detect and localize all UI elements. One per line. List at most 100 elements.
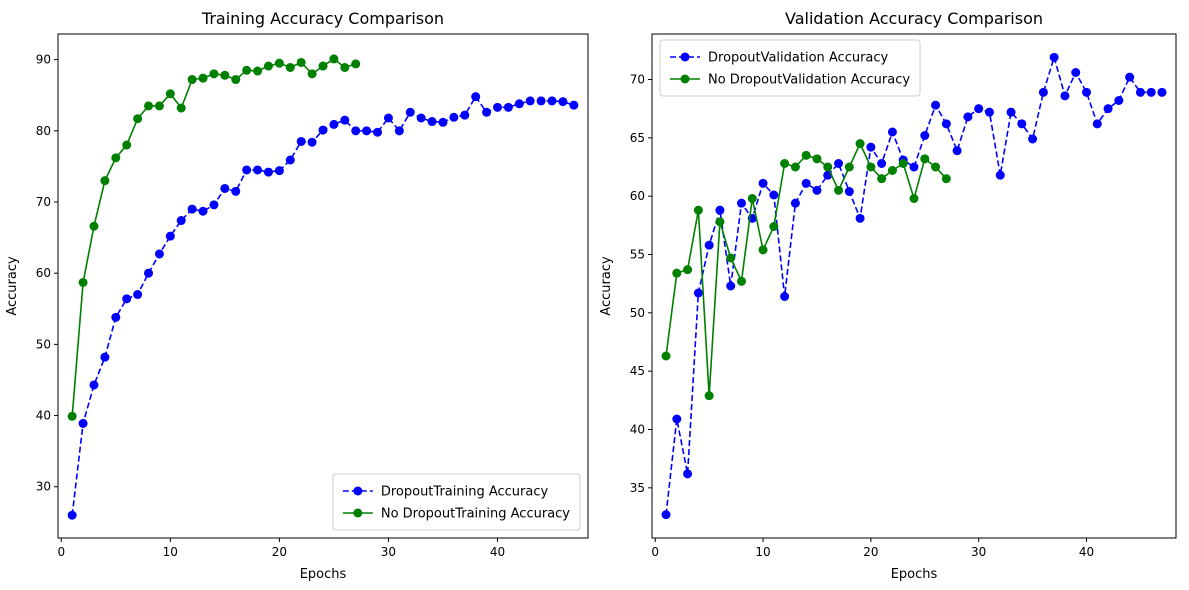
series-no-dropout	[661, 139, 951, 401]
data-point	[909, 194, 919, 203]
data-point	[78, 277, 88, 287]
data-point	[482, 107, 492, 117]
data-point	[569, 100, 579, 110]
data-point	[122, 140, 132, 150]
axes-frame	[651, 33, 1177, 539]
y-tick-label: 65	[630, 131, 645, 145]
x-tick-label: 20	[863, 545, 878, 559]
data-point	[198, 73, 208, 83]
data-point	[801, 178, 811, 188]
data-point	[769, 222, 779, 231]
data-point	[887, 127, 897, 137]
legend-box	[332, 473, 581, 531]
data-point	[1038, 87, 1048, 97]
x-axis-ticks: 0 10 20 30 40	[651, 538, 1094, 559]
data-point	[1103, 104, 1113, 114]
axes-frame	[57, 33, 589, 539]
y-tick-label: 40	[630, 423, 645, 437]
data-point	[263, 61, 273, 71]
data-point	[790, 198, 800, 208]
data-point	[187, 204, 197, 214]
y-tick-label: 60	[630, 189, 645, 203]
legend-marker-dropout	[680, 52, 690, 62]
data-point	[747, 194, 757, 203]
data-point	[931, 162, 941, 172]
data-point	[1082, 87, 1092, 97]
data-point	[296, 136, 306, 146]
data-point	[373, 127, 383, 137]
data-point	[285, 155, 295, 165]
data-point	[834, 159, 844, 168]
training-accuracy-panel: Training Accuracy Comparison Epochs Accu…	[5, 9, 589, 582]
data-point	[340, 115, 350, 125]
y-tick-label: 60	[36, 266, 51, 280]
data-point	[672, 268, 682, 278]
y-axis-label: Accuracy	[599, 256, 614, 316]
x-tick-label: 0	[651, 545, 659, 559]
data-point	[209, 69, 219, 79]
legend: DropoutValidation Accuracy No DropoutVal…	[659, 39, 921, 97]
data-point	[220, 183, 230, 193]
legend-entry-dropout: DropoutTraining Accuracy	[342, 485, 549, 500]
data-point	[111, 153, 121, 163]
data-point	[1028, 134, 1038, 144]
data-point	[427, 117, 437, 127]
data-point	[1157, 87, 1167, 97]
data-point	[220, 70, 230, 80]
data-point	[111, 312, 121, 322]
data-point	[307, 69, 317, 79]
legend-label-dropout: DropoutTraining Accuracy	[381, 485, 549, 500]
data-point	[693, 288, 703, 298]
data-point	[165, 231, 175, 241]
data-point	[405, 107, 415, 117]
data-point	[438, 117, 448, 127]
y-tick-label: 45	[630, 364, 645, 378]
data-point	[790, 162, 800, 172]
data-point	[683, 469, 693, 479]
data-point	[285, 62, 295, 72]
data-point	[736, 276, 746, 286]
data-point	[683, 265, 693, 275]
data-point	[198, 206, 208, 216]
y-tick-label: 50	[630, 306, 645, 320]
data-point	[1135, 87, 1145, 97]
data-point	[1125, 72, 1135, 82]
data-point	[823, 162, 833, 172]
legend-marker-dropout	[353, 486, 363, 496]
data-point	[547, 96, 557, 106]
data-point	[231, 186, 241, 196]
data-point	[154, 101, 164, 111]
y-tick-label: 70	[630, 73, 645, 87]
data-point	[715, 205, 725, 215]
series-line	[665, 54, 1162, 515]
data-point	[514, 99, 524, 109]
x-tick-label: 0	[57, 545, 65, 559]
data-point	[525, 96, 535, 106]
chart-title: Validation Accuracy Comparison	[785, 9, 1043, 28]
data-point	[877, 159, 887, 168]
data-point	[963, 112, 973, 122]
x-axis-ticks: 0 10 20 30 40	[57, 538, 505, 559]
data-point	[242, 65, 252, 75]
data-point	[242, 165, 252, 175]
data-point	[89, 380, 99, 390]
x-tick-label: 30	[971, 545, 986, 559]
data-point	[67, 411, 77, 421]
x-tick-label: 40	[490, 545, 505, 559]
x-axis-label: Epochs	[891, 567, 938, 582]
data-point	[920, 131, 930, 140]
x-tick-label: 10	[163, 545, 178, 559]
data-point	[144, 101, 154, 111]
data-point	[877, 174, 887, 184]
data-point	[416, 113, 426, 123]
data-point	[726, 253, 736, 263]
legend-entry-no-dropout: No DropoutTraining Accuracy	[342, 507, 570, 522]
data-point	[165, 89, 175, 99]
y-tick-label: 50	[36, 337, 51, 351]
data-point	[1071, 68, 1081, 77]
x-axis-label: Epochs	[300, 567, 347, 582]
data-point	[351, 126, 361, 136]
x-tick-label: 30	[381, 545, 396, 559]
data-point	[253, 66, 263, 76]
